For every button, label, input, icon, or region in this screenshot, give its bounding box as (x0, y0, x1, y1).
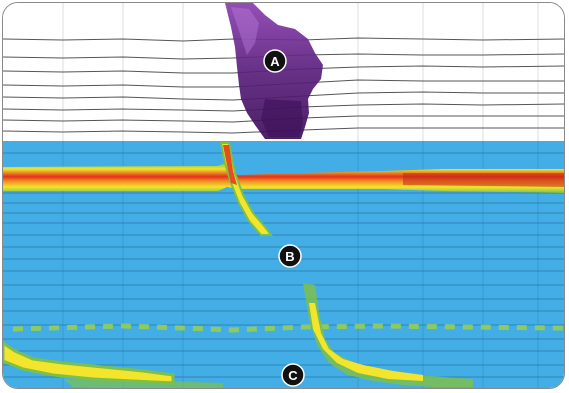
marker-b: B (278, 244, 302, 268)
high-pressure-band (3, 163, 564, 193)
distal-pressure-band (3, 341, 175, 385)
impedance-gridlines (62, 3, 539, 141)
plot-canvas: A B C (3, 3, 564, 388)
marker-a: A (263, 49, 287, 73)
marker-c: C (281, 363, 305, 387)
marker-a-label: A (270, 54, 280, 69)
marker-b-label: B (285, 249, 294, 264)
marker-c-label: C (288, 368, 298, 383)
manometry-plot: A B C (2, 2, 565, 389)
mid-pressure-band (12, 323, 564, 333)
